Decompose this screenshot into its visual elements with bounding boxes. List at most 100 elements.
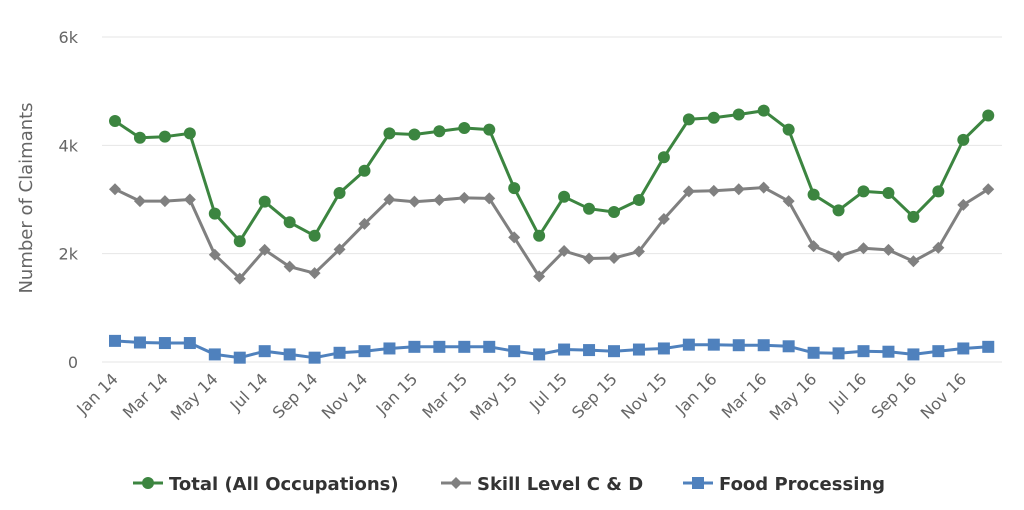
data-point [558,343,571,356]
y-tick-label: 4k [59,136,79,155]
data-point [533,348,546,361]
data-point [433,125,446,138]
data-point [807,346,820,359]
data-point [608,252,620,264]
data-point [957,198,970,211]
data-point [133,195,146,208]
data-point [183,337,196,350]
x-tick-label: Nov 14 [318,369,372,423]
data-point [333,346,346,359]
data-point [408,195,421,208]
data-point [608,205,620,218]
data-point [458,122,471,134]
data-point [632,194,645,207]
data-point [283,216,296,229]
data-point [932,345,945,358]
data-point [583,202,596,215]
x-tick-label: May 16 [766,369,821,424]
data-point [682,338,695,351]
data-point [982,109,995,122]
x-tick-label: Jan 14 [72,369,122,419]
legend-marker [450,477,462,489]
legend-marker [142,477,154,489]
legend-label: Food Processing [719,474,885,495]
data-point [333,243,346,256]
x-tick-label: May 14 [167,369,222,424]
data-point [333,187,346,199]
legend-label: Skill Level C & D [477,474,643,495]
data-point [757,181,770,194]
y-tick-label: 6k [59,28,79,47]
legend-item[interactable]: Total (All Occupations) [133,474,399,495]
data-point [258,243,271,256]
data-point [283,348,296,361]
data-point [308,229,321,242]
data-point [533,270,546,283]
x-tick-label: Mar 16 [718,369,771,422]
legend-marker [692,477,704,489]
data-point [832,204,845,217]
data-point [682,185,695,198]
data-point [358,345,371,358]
series-layer [109,104,995,364]
data-point [383,193,396,206]
x-tick-label: Nov 16 [917,369,971,423]
x-tick-label: Nov 15 [617,369,671,423]
legend-label: Total (All Occupations) [169,474,399,495]
data-point [458,340,471,353]
data-point [682,113,695,126]
data-point [707,338,720,351]
data-point [957,342,970,355]
x-tick-label: May 15 [466,369,521,424]
data-point [508,345,521,358]
data-point [857,242,870,255]
data-point [757,339,770,352]
x-tick-label: Jan 16 [671,369,721,419]
data-point [308,267,321,280]
data-point [782,340,795,353]
data-point [233,351,246,364]
data-point [408,128,421,141]
y-tick-label: 2k [59,245,79,264]
data-point [183,127,196,140]
x-tick-label: Jul 15 [525,369,571,415]
y-axis: 0 2k 4k 6k [59,28,79,372]
data-point [458,191,471,204]
data-point [208,207,221,220]
data-point [707,111,720,124]
data-point [158,130,171,143]
data-point [957,133,970,146]
data-point [583,252,596,265]
data-point [882,345,895,358]
data-point [982,183,995,196]
data-point [158,195,171,208]
y-axis-title: Number of Claimants [16,102,37,293]
data-point [907,255,920,268]
data-point [183,193,196,206]
data-point [857,345,870,358]
data-point [707,184,720,197]
data-point [233,272,246,285]
data-point [383,127,396,140]
data-point [408,340,421,353]
data-point [807,240,820,253]
data-point [982,340,995,353]
data-point [932,241,945,254]
x-tick-label: Mar 15 [418,369,471,422]
legend: Total (All Occupations) Skill Level C & D… [133,474,885,495]
data-point [782,123,795,136]
series-skill-level-c-d [109,181,995,285]
x-tick-label: Jul 16 [825,369,871,415]
data-point [657,213,670,225]
x-tick-label: Sep 15 [568,369,621,422]
x-tick-label: Sep 14 [269,369,322,422]
data-point [732,339,745,352]
data-point [109,334,121,347]
data-point [657,342,670,355]
legend-item[interactable]: Skill Level C & D [441,474,643,495]
data-point [907,210,920,223]
legend-item[interactable]: Food Processing [683,474,885,495]
data-point [483,123,496,136]
data-point [283,260,296,273]
